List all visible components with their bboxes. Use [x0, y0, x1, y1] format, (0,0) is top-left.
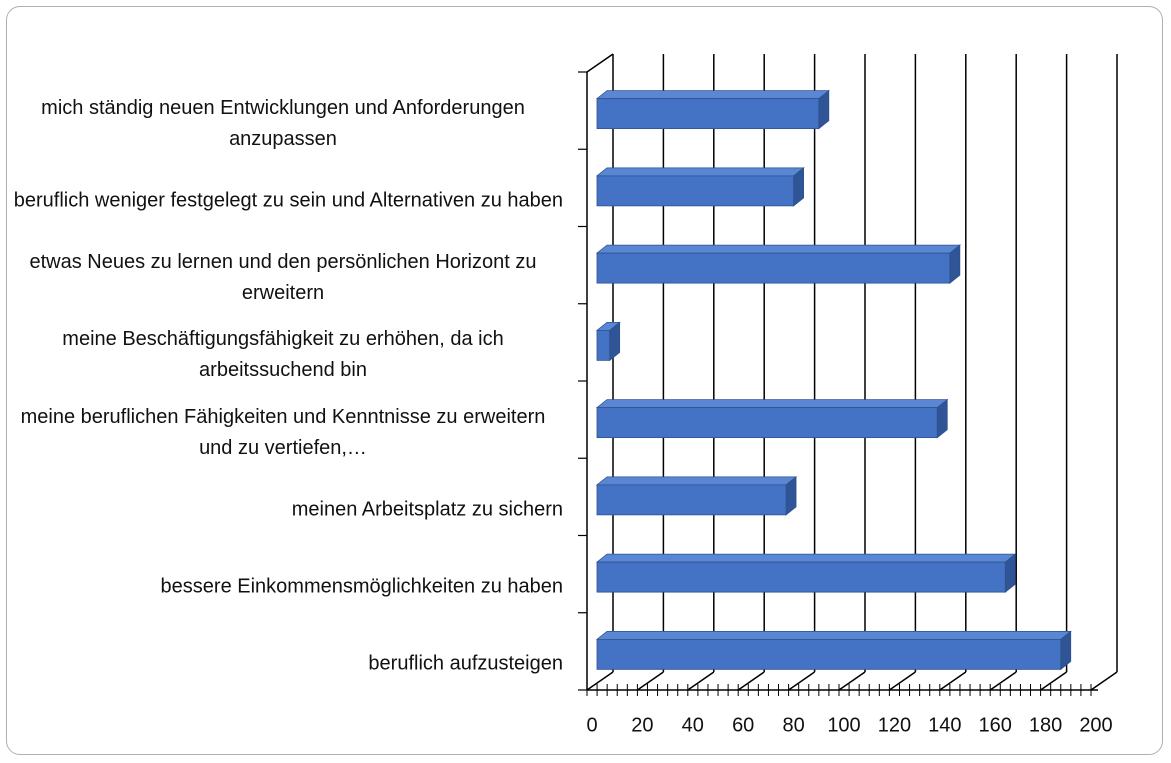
- grid-line: [586, 671, 614, 691]
- bar: [595, 630, 1072, 671]
- bar-front: [596, 561, 1006, 593]
- y-tick-label: bessere Einkommensmöglichkeiten zu haben: [160, 575, 563, 598]
- y-tick-label: meine Beschäftigungsfähigkeit zu erhöhen…: [62, 328, 504, 382]
- bar: [595, 553, 1017, 593]
- bar-top: [595, 553, 1017, 563]
- bar: [595, 398, 949, 439]
- bar-front: [596, 484, 787, 516]
- grid-line: [636, 671, 664, 691]
- x-tick-label: 160: [979, 714, 1012, 736]
- grid-line: [1090, 671, 1118, 691]
- x-tick-label: 0: [586, 714, 597, 736]
- y-tick-label: etwas Neues zu lernen und den persönlich…: [29, 251, 537, 305]
- x-tick-label: 120: [878, 714, 911, 736]
- grid-line: [687, 671, 715, 691]
- bar-top: [595, 167, 805, 177]
- bar: [595, 476, 798, 516]
- x-tick-label: 40: [682, 714, 704, 736]
- bar-top: [595, 244, 961, 254]
- bar: [595, 167, 805, 207]
- y-tick-label: beruflich weniger festgelegt zu sein und…: [13, 189, 563, 212]
- x-tick-label: 200: [1079, 714, 1112, 736]
- grid-line: [838, 671, 866, 691]
- grid-line: [1040, 671, 1068, 691]
- bar-top: [595, 476, 798, 486]
- y-tick-label: meine beruflichen Fähigkeiten und Kenntn…: [20, 405, 546, 459]
- bar-top: [595, 90, 830, 100]
- bar: [595, 89, 830, 130]
- chart-frame: [6, 6, 1163, 755]
- bar-front: [596, 175, 795, 207]
- x-tick-label: 180: [1029, 714, 1062, 736]
- y-tick-label: mich ständig neuen Entwicklungen und Anf…: [41, 96, 525, 150]
- x-tick-label: 140: [928, 714, 961, 736]
- bar-front: [596, 252, 951, 284]
- bar-front: [596, 329, 611, 361]
- bar-top: [595, 399, 949, 409]
- grid-line: [737, 671, 765, 691]
- y-tick-label: meinen Arbeitsplatz zu sichern: [291, 498, 563, 521]
- bar-front: [596, 98, 820, 130]
- x-tick-label: 60: [732, 714, 754, 736]
- bar-top: [595, 630, 1072, 640]
- y-tick-label: beruflich aufzusteigen: [368, 652, 563, 675]
- grid-line: [989, 671, 1017, 691]
- grid-line: [939, 671, 967, 691]
- bar-front: [596, 407, 938, 439]
- grid-line: [788, 671, 816, 691]
- x-tick-label: 20: [631, 714, 653, 736]
- bar: [595, 321, 621, 362]
- bar-front: [596, 638, 1062, 670]
- wall-edge: [586, 53, 614, 73]
- x-tick-label: 80: [782, 714, 804, 736]
- grid-line: [888, 671, 916, 691]
- x-tick-label: 100: [827, 714, 860, 736]
- bar: [595, 244, 961, 284]
